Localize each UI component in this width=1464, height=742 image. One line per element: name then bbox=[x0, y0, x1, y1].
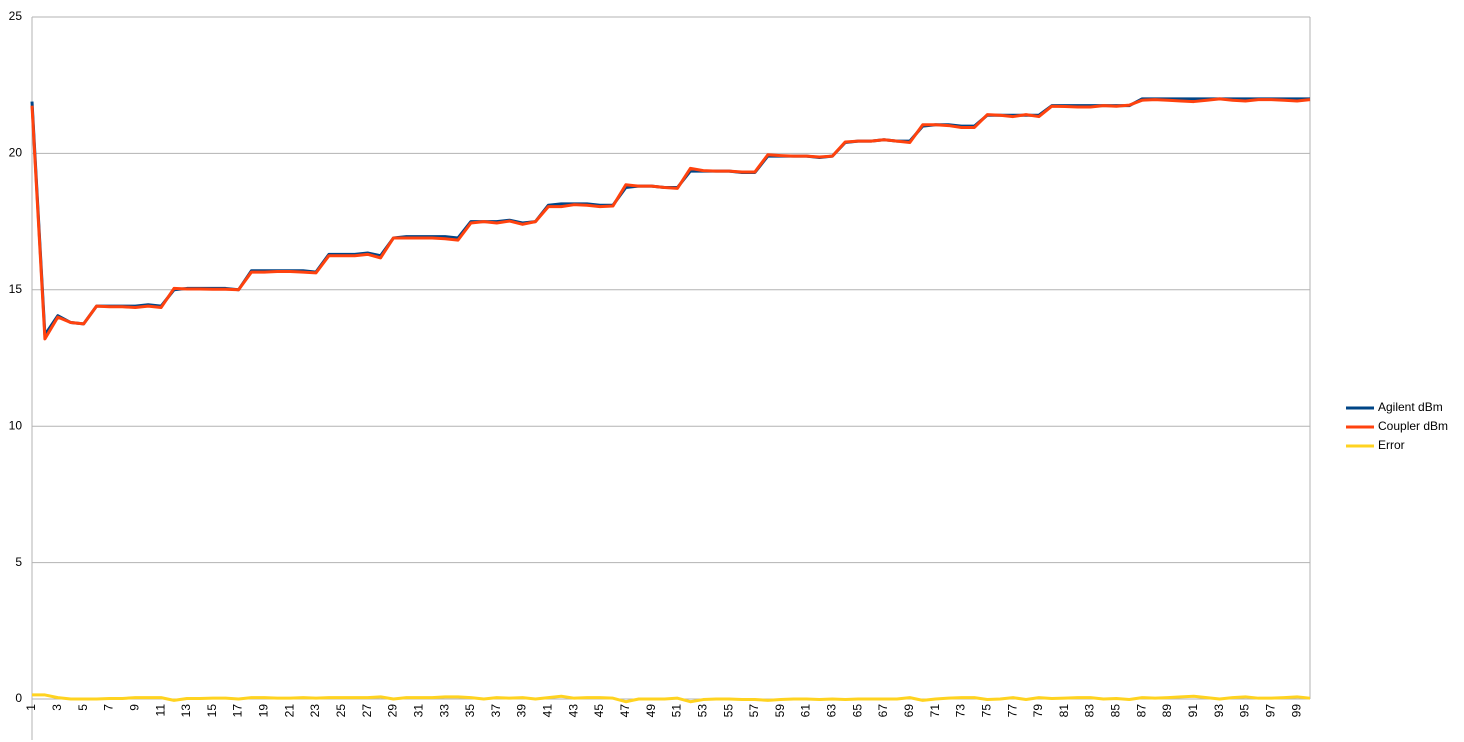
x-tick-label: 23 bbox=[308, 704, 322, 718]
x-tick-label: 31 bbox=[411, 704, 425, 718]
x-tick-label: 45 bbox=[592, 704, 606, 718]
series-line bbox=[30, 97, 1311, 341]
x-tick-label: 67 bbox=[876, 704, 890, 718]
x-tick-label: 89 bbox=[1160, 704, 1174, 718]
x-tick-label: 35 bbox=[463, 704, 477, 718]
x-tick-label: 39 bbox=[515, 704, 529, 718]
x-tick-label: 57 bbox=[747, 704, 761, 718]
x-tick-label: 7 bbox=[102, 704, 116, 711]
x-tick-label: 91 bbox=[1186, 704, 1200, 718]
x-tick-label: 17 bbox=[231, 704, 245, 718]
x-tick-label: 65 bbox=[850, 704, 864, 718]
x-tick-label: 37 bbox=[489, 704, 503, 718]
y-tick-label: 10 bbox=[9, 418, 23, 432]
x-tick-label: 29 bbox=[386, 704, 400, 718]
x-tick-label: 11 bbox=[153, 704, 167, 717]
x-tick-label: 9 bbox=[127, 704, 141, 711]
x-tick-label: 27 bbox=[360, 704, 374, 718]
x-tick-label: 1 bbox=[24, 704, 38, 711]
x-tick-label: 73 bbox=[954, 704, 968, 718]
x-tick-label: 95 bbox=[1238, 704, 1252, 718]
x-tick-label: 21 bbox=[282, 704, 296, 718]
x-tick-label: 49 bbox=[644, 704, 658, 718]
legend-label: Error bbox=[1378, 438, 1405, 452]
x-tick-label: 77 bbox=[1005, 704, 1019, 718]
x-tick-label: 19 bbox=[257, 704, 271, 718]
legend-label: Agilent dBm bbox=[1378, 400, 1443, 414]
y-tick-label: 20 bbox=[9, 146, 23, 160]
x-tick-label: 87 bbox=[1134, 704, 1148, 718]
x-tick-label: 25 bbox=[334, 704, 348, 718]
x-tick-label: 85 bbox=[1109, 704, 1123, 718]
x-tick-label: 79 bbox=[1031, 704, 1045, 718]
x-tick-label: 61 bbox=[799, 704, 813, 718]
series-line bbox=[32, 693, 1311, 704]
y-tick-label: 15 bbox=[9, 282, 23, 296]
x-tick-label: 53 bbox=[695, 704, 709, 718]
y-tick-label: 5 bbox=[15, 555, 22, 569]
x-tick-label: 51 bbox=[670, 704, 684, 718]
x-tick-label: 15 bbox=[205, 704, 219, 718]
series-line bbox=[30, 97, 1310, 337]
x-tick-label: 83 bbox=[1083, 704, 1097, 718]
x-tick-label: 33 bbox=[437, 704, 451, 718]
x-tick-label: 63 bbox=[825, 704, 839, 718]
x-tick-label: 99 bbox=[1289, 704, 1303, 718]
x-tick-label: 41 bbox=[541, 704, 555, 718]
legend-label: Coupler dBm bbox=[1378, 419, 1448, 433]
x-tick-label: 93 bbox=[1212, 704, 1226, 718]
x-tick-label: 13 bbox=[179, 704, 193, 718]
x-tick-label: 59 bbox=[773, 704, 787, 718]
x-tick-label: 55 bbox=[721, 704, 735, 718]
x-tick-label: 71 bbox=[928, 704, 942, 718]
x-tick-label: 81 bbox=[1057, 704, 1071, 718]
y-tick-label: 25 bbox=[9, 9, 23, 23]
x-tick-label: 75 bbox=[979, 704, 993, 718]
x-tick-label: 3 bbox=[50, 704, 64, 711]
x-tick-label: 47 bbox=[618, 704, 632, 718]
x-tick-label: 43 bbox=[566, 704, 580, 718]
x-tick-label: 97 bbox=[1263, 704, 1277, 718]
y-tick-label: 0 bbox=[15, 691, 22, 705]
x-tick-label: 5 bbox=[76, 704, 90, 711]
x-tick-label: 69 bbox=[902, 704, 916, 718]
